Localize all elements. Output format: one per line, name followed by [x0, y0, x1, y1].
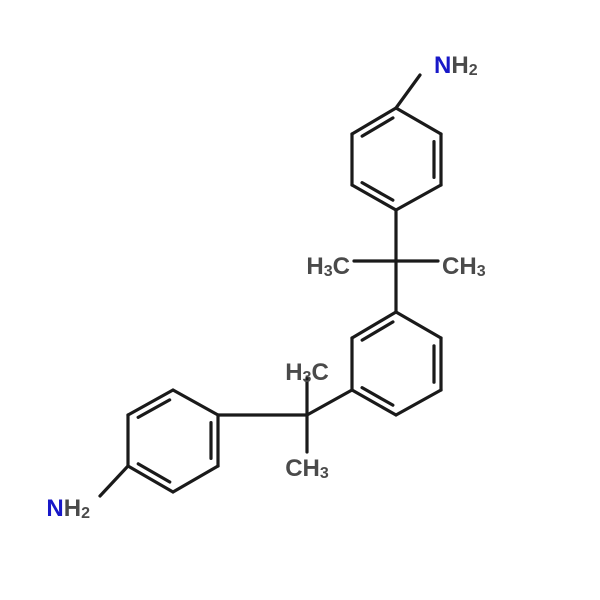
- amine-label: NH2: [46, 495, 90, 522]
- methyl-label: H3C: [285, 359, 329, 386]
- methyl-label: CH3: [442, 253, 486, 280]
- molecule-diagram: NH2 NH2 H3C CH3 H3C CH3: [0, 0, 600, 600]
- methyl-label: CH3: [285, 455, 329, 482]
- methyl-label: H3C: [306, 253, 350, 280]
- amine-label: NH2: [434, 52, 478, 79]
